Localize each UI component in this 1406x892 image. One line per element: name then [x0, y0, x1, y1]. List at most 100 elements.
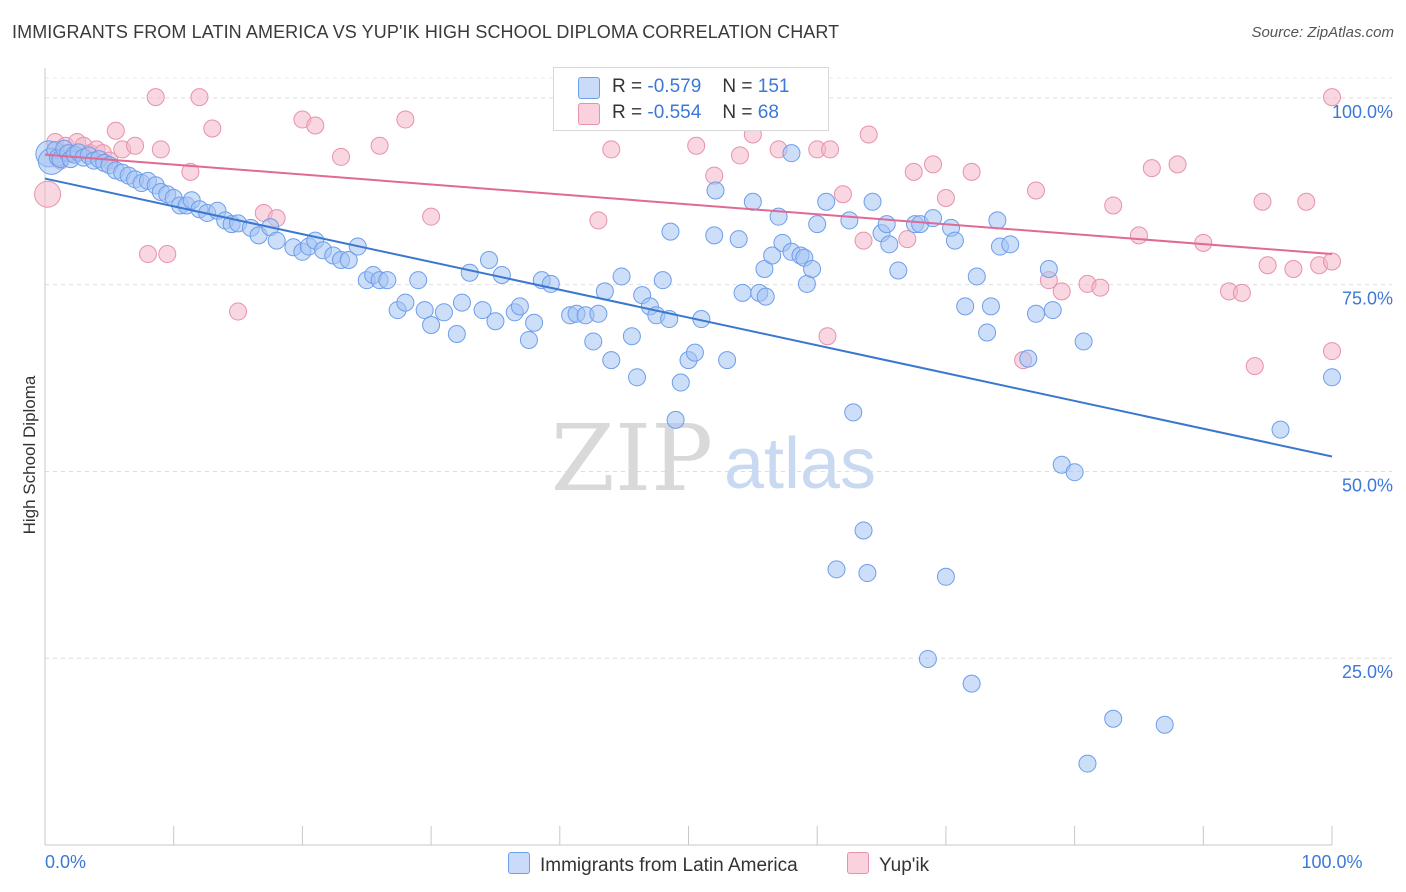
watermark-zip: ZIP	[551, 405, 713, 512]
pink-point	[1245, 357, 1264, 376]
blue-point	[1323, 368, 1341, 387]
blue-point	[267, 231, 286, 250]
pink-point	[146, 88, 165, 107]
pink-point	[422, 207, 441, 226]
pink-point	[370, 136, 389, 155]
latin-america-trend-line	[44, 177, 1333, 458]
pink-point	[306, 116, 325, 135]
blue-point	[378, 271, 397, 290]
pink-point	[151, 140, 170, 159]
blue-point	[889, 261, 908, 280]
blue-point	[434, 303, 453, 322]
blue-point	[858, 564, 877, 583]
blue-point	[1001, 235, 1020, 254]
blue-point	[733, 283, 752, 302]
chart-title: IMMIGRANTS FROM LATIN AMERICA VS YUP'IK …	[12, 22, 840, 42]
pink-point	[396, 110, 415, 129]
gridlines	[45, 77, 1392, 659]
pink-point	[1284, 259, 1303, 278]
blue-point	[622, 327, 641, 346]
pink-point	[126, 136, 145, 155]
blue-point	[706, 181, 725, 200]
legend-r-label: R =	[612, 102, 643, 123]
blue-point	[671, 373, 690, 392]
blue-point	[981, 297, 1000, 316]
bottom-legend-label-blue: Immigrants from Latin America	[540, 855, 798, 876]
blue-point	[1019, 349, 1038, 368]
pink-point	[229, 302, 248, 321]
blue-point	[525, 313, 544, 332]
blue-point	[1039, 259, 1058, 278]
watermark-atlas: atlas	[724, 424, 876, 504]
x-tick-label-100: 100.0%	[1301, 852, 1362, 872]
blue-point	[817, 192, 836, 211]
blue-point	[705, 226, 724, 245]
blue-point	[510, 297, 529, 316]
blue-point	[755, 259, 774, 278]
pink-point	[158, 245, 177, 264]
blue-point	[602, 351, 621, 370]
blue-point	[936, 567, 955, 586]
correlation-legend: R = -0.579 N = 151 R = -0.554 N = 68	[553, 67, 829, 131]
pink-point	[854, 231, 873, 250]
blue-point	[729, 230, 748, 249]
pink-point	[833, 185, 852, 204]
blue-point	[685, 343, 704, 362]
legend-n-value-pink: 68	[757, 102, 779, 123]
pink-point	[730, 146, 749, 165]
pink-point	[904, 162, 923, 181]
blue-point	[978, 323, 997, 342]
blue-point	[763, 246, 782, 265]
blue-point	[415, 301, 434, 320]
pink-point	[1232, 283, 1251, 302]
pink-point	[859, 125, 878, 144]
watermark: ZIP atlas	[551, 405, 876, 512]
pink-point	[1104, 196, 1123, 215]
blue-point	[452, 293, 471, 312]
blue-point	[803, 259, 822, 278]
pink-point	[332, 147, 351, 166]
bottom-legend-yupik: Yup'ik	[847, 852, 929, 877]
pink-point	[1297, 192, 1316, 211]
pink-point	[705, 166, 724, 185]
blue-point	[1065, 463, 1084, 482]
blue-point	[460, 263, 479, 282]
blue-point	[718, 351, 737, 370]
blue-point	[827, 560, 846, 579]
blue-point	[967, 267, 986, 286]
pink-point	[1323, 88, 1341, 107]
pink-point	[138, 245, 157, 264]
blue-point	[422, 316, 441, 335]
blue-point	[743, 192, 762, 211]
pink-point	[924, 155, 943, 174]
blue-point	[844, 403, 863, 422]
legend-r-value-blue: -0.579	[647, 76, 702, 97]
pink-point	[687, 136, 706, 155]
blue-point	[1104, 709, 1123, 728]
blue-point	[988, 211, 1007, 230]
blue-point	[653, 271, 672, 290]
blue-point	[447, 324, 466, 343]
blue-point	[473, 301, 492, 320]
blue-point	[666, 410, 685, 429]
blue-point	[1078, 754, 1097, 773]
bottom-legend-label-pink: Yup'ik	[879, 855, 930, 876]
y-tick-label-75: 75.0%	[1342, 289, 1393, 309]
y-axis-label: High School Diploma	[20, 375, 39, 534]
pink-point	[1091, 278, 1110, 297]
legend-n-label: N =	[722, 102, 753, 123]
blue-point	[396, 293, 415, 312]
legend-n-label: N =	[722, 76, 753, 97]
blue-point	[1043, 301, 1062, 320]
legend-swatch-blue	[578, 77, 600, 99]
legend-n-value-blue: 151	[757, 76, 790, 97]
blue-point	[808, 215, 827, 234]
blue-point	[962, 674, 981, 693]
pink-point	[1129, 226, 1148, 245]
y-tick-label-25: 25.0%	[1342, 662, 1393, 682]
legend-swatch-pink	[578, 103, 600, 125]
blue-point	[612, 267, 631, 286]
blue-point	[863, 192, 882, 211]
blue-point	[628, 368, 647, 387]
x-tick-label-0: 0.0%	[45, 852, 86, 872]
